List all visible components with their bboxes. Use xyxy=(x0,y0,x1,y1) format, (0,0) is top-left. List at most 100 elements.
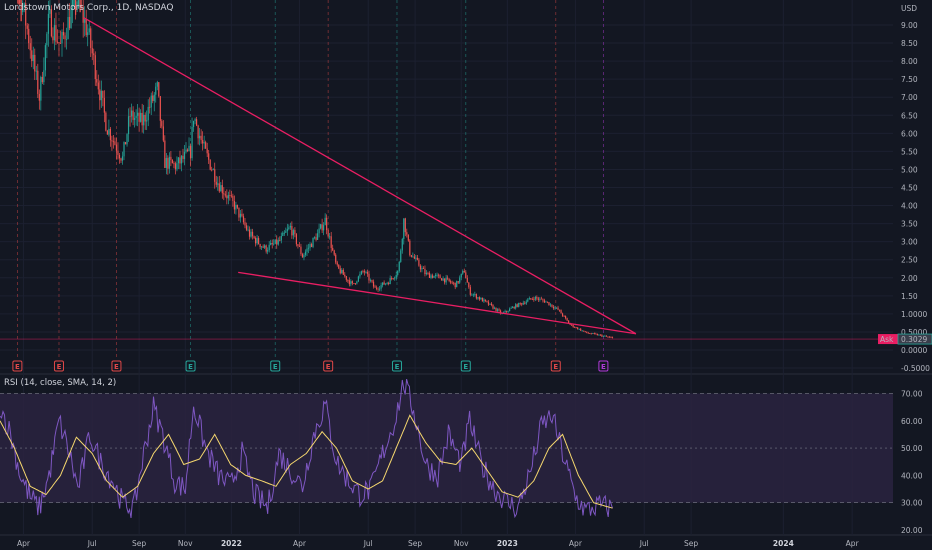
candle-body xyxy=(174,163,177,170)
time-axis-label: Sep xyxy=(132,539,146,548)
candle-body xyxy=(298,245,301,247)
candle-body xyxy=(365,272,367,273)
candle-body xyxy=(186,149,189,151)
candle-body xyxy=(223,193,225,195)
candle-body xyxy=(29,43,31,51)
upper-trendline xyxy=(83,17,637,335)
candle-body xyxy=(347,279,349,281)
candle-body xyxy=(499,310,502,314)
candle-body xyxy=(280,236,282,241)
candle-body xyxy=(227,195,229,199)
candle-body xyxy=(418,259,420,266)
candle-body xyxy=(164,140,166,168)
candle-body xyxy=(397,271,399,275)
candle-body xyxy=(273,243,275,245)
candle-body xyxy=(525,301,527,304)
candle-body xyxy=(454,282,456,288)
candle-body xyxy=(55,25,57,42)
candle-body xyxy=(401,239,403,251)
candle-body xyxy=(251,231,254,237)
candle-body xyxy=(226,195,228,199)
candle-body xyxy=(126,134,128,145)
candle-body xyxy=(330,236,332,248)
candle-body xyxy=(561,313,564,316)
candle-body xyxy=(359,274,361,277)
price-tick-label: 2.00 xyxy=(901,274,918,283)
candle-body xyxy=(318,228,320,234)
candle-body xyxy=(111,140,113,142)
price-tick-label: 0.0000 xyxy=(901,346,927,355)
candle-body xyxy=(115,144,118,151)
rsi-legend[interactable]: RSI (14, close, SMA, 14, 2) xyxy=(4,378,116,388)
candle-body xyxy=(64,35,66,40)
candle-body xyxy=(242,216,245,223)
candle-body xyxy=(173,163,175,164)
price-tick-label: 8.00 xyxy=(901,57,918,66)
candle-body xyxy=(70,7,72,29)
candle-body xyxy=(153,94,155,102)
candle-body xyxy=(123,142,125,157)
candle-body xyxy=(368,273,370,281)
candle-body xyxy=(144,114,146,122)
candle-body xyxy=(342,269,344,275)
candle-body xyxy=(147,106,149,121)
candle-body xyxy=(389,278,391,285)
candle-body xyxy=(271,243,273,245)
candle-body xyxy=(431,275,434,278)
candle-body xyxy=(493,307,496,309)
candle-body xyxy=(189,145,192,159)
earnings-marker-box xyxy=(53,360,64,372)
candle-body xyxy=(301,254,304,258)
candle-body xyxy=(339,268,341,274)
earnings-marker: E xyxy=(460,360,471,372)
price-axis: USD 9.00 8.50 8.00 7.50 7.00 6.50 6.00 5.50 5.00 4… xyxy=(901,4,930,373)
candle-body xyxy=(102,90,104,98)
price-tick-label: 5.50 xyxy=(901,147,918,156)
candle-body xyxy=(327,230,329,237)
candle-body xyxy=(75,0,77,15)
candle-body xyxy=(568,320,570,324)
candle-body xyxy=(221,185,223,194)
candle-body xyxy=(195,119,198,126)
candle-body xyxy=(338,264,340,269)
time-axis: Apr Jul Sep Nov 2022 Apr Jul Sep Nov 2023 Apr Jul Se… xyxy=(17,539,860,548)
earnings-marker-box xyxy=(12,360,23,372)
candle-body xyxy=(492,305,494,309)
candle-body xyxy=(513,306,515,309)
candle-body xyxy=(353,283,355,285)
candle-body xyxy=(463,270,465,273)
candle-body xyxy=(82,6,84,23)
lower-trendline xyxy=(238,271,637,335)
candle-body xyxy=(551,304,553,307)
time-axis-label: Apr xyxy=(846,539,860,548)
time-axis-label: 2024 xyxy=(773,539,794,548)
candle-body xyxy=(108,128,110,135)
candle-body xyxy=(428,273,431,278)
candle-body xyxy=(78,0,80,9)
candle-body xyxy=(453,282,455,284)
candle-body xyxy=(46,33,48,46)
candle-body xyxy=(241,213,243,217)
candle-body xyxy=(26,25,28,29)
candle-body xyxy=(162,126,164,141)
time-axis-label: Jul xyxy=(639,539,649,548)
candle-body xyxy=(394,277,396,279)
candle-body xyxy=(563,315,565,317)
candle-body xyxy=(17,0,19,5)
candle-body xyxy=(203,142,205,144)
candle-body xyxy=(584,331,586,333)
candle-body xyxy=(59,43,62,44)
candle-body xyxy=(421,268,423,270)
candle-body xyxy=(416,257,418,260)
candle-body xyxy=(440,278,443,281)
candle-body xyxy=(183,151,186,159)
candle-body xyxy=(403,218,405,240)
candle-body xyxy=(475,294,477,299)
earnings-marker-box xyxy=(270,360,281,372)
candle-body xyxy=(93,53,95,56)
candle-body xyxy=(309,244,311,248)
symbol-legend[interactable]: Lordstown Motors Corp., 1D, NASDAQ xyxy=(4,3,173,13)
candle-body xyxy=(465,272,467,278)
